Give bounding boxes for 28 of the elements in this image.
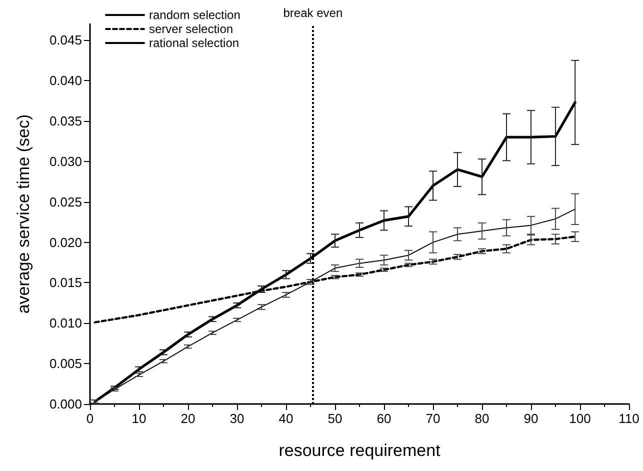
y-tick-label: 0.015: [49, 275, 82, 290]
legend-label: server selection: [149, 22, 234, 36]
x-tick-label: 10: [132, 411, 146, 426]
y-tick-label: 0.005: [49, 356, 82, 372]
x-tick-label: 100: [569, 411, 591, 426]
y-tick-label: 0.020: [49, 234, 82, 250]
x-tick-label: 60: [376, 411, 392, 426]
x-tick-label: 50: [328, 411, 342, 426]
y-tick-label: 0.025: [49, 194, 82, 210]
x-axis-title: resource requirement: [278, 441, 441, 460]
x-tick-label: 40: [278, 411, 294, 426]
y-tick-label: 0.030: [49, 154, 82, 169]
y-tick-label: 0.035: [49, 114, 82, 129]
y-axis-title: average service time (sec): [14, 114, 33, 314]
x-tick-label: 0: [86, 411, 94, 426]
x-tick-label: 70: [426, 411, 440, 426]
x-tick-label: 80: [474, 411, 490, 426]
x-tick-label: 90: [524, 411, 538, 426]
y-tick-label: 0.045: [49, 32, 82, 48]
ref-line-label: break even: [283, 6, 343, 20]
x-tick-label: 30: [230, 411, 244, 426]
legend-label: rational selection: [149, 36, 240, 50]
y-tick-label: 0.040: [49, 73, 82, 88]
legend-label: random selection: [149, 8, 240, 22]
x-tick-label: 20: [180, 411, 196, 426]
y-tick-label: 0.010: [49, 316, 82, 331]
y-tick-label: 0.000: [49, 396, 82, 412]
x-tick-label: 110: [618, 411, 640, 426]
